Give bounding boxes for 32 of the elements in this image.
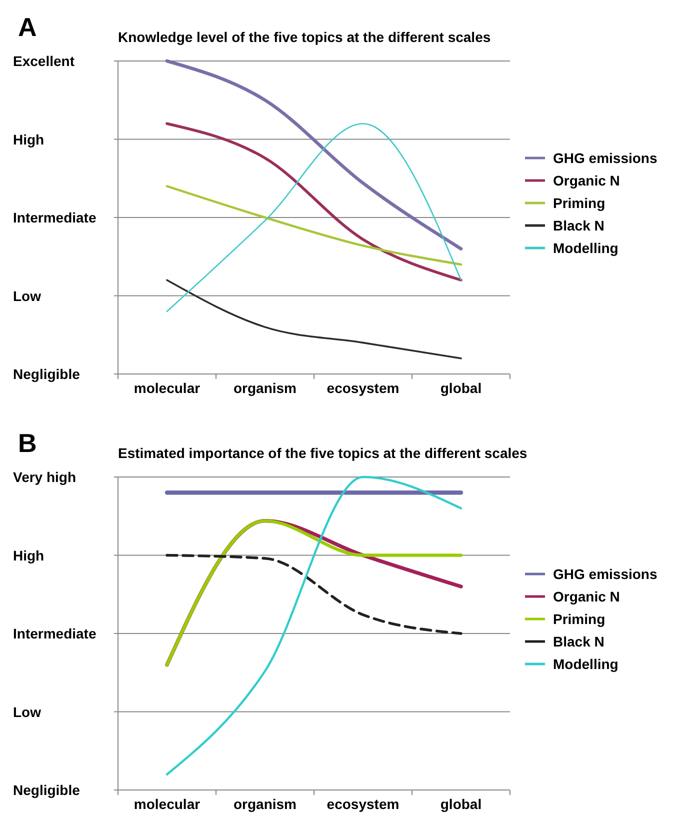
category-label: Negligible <box>13 366 80 382</box>
chart-title: Estimated importance of the five topics at the different scales <box>118 445 528 461</box>
x-tick-label: ecosystem <box>326 796 400 812</box>
text: B <box>18 428 37 458</box>
legend-label: Priming <box>553 611 606 627</box>
category-label: High <box>13 547 44 564</box>
category-label: Intermediate <box>13 626 96 642</box>
x-tick-label: molecular <box>134 380 201 396</box>
x-tick-label: global <box>440 796 482 812</box>
category-label: Negligible <box>13 782 80 798</box>
x-tick-label: ecosystem <box>326 380 400 396</box>
legend-label: Modelling <box>553 240 618 256</box>
category-label: Low <box>13 704 41 720</box>
chart-title: Knowledge level of the five topics at the different scales <box>118 29 491 45</box>
legend-label: GHG emissions <box>553 566 658 582</box>
x-tick-label: global <box>440 380 482 396</box>
x-tick-label: molecular <box>134 796 201 812</box>
category-label: Intermediate <box>13 210 96 226</box>
text: A <box>18 12 37 42</box>
legend-label: Black N <box>553 218 604 234</box>
x-tick-label: organism <box>233 380 297 396</box>
category-label: Low <box>13 288 41 304</box>
legend-label: Black N <box>553 634 604 650</box>
legend-label: Organic N <box>553 172 620 188</box>
legend-label: Priming <box>553 195 606 211</box>
legend-label: Modelling <box>553 656 618 672</box>
category-label: High <box>13 131 44 148</box>
legend-label: GHG emissions <box>553 150 658 166</box>
legend-label: Organic N <box>553 588 620 604</box>
category-label: Excellent <box>13 53 74 69</box>
x-tick-label: organism <box>233 796 297 812</box>
category-label: Very high <box>13 469 76 485</box>
